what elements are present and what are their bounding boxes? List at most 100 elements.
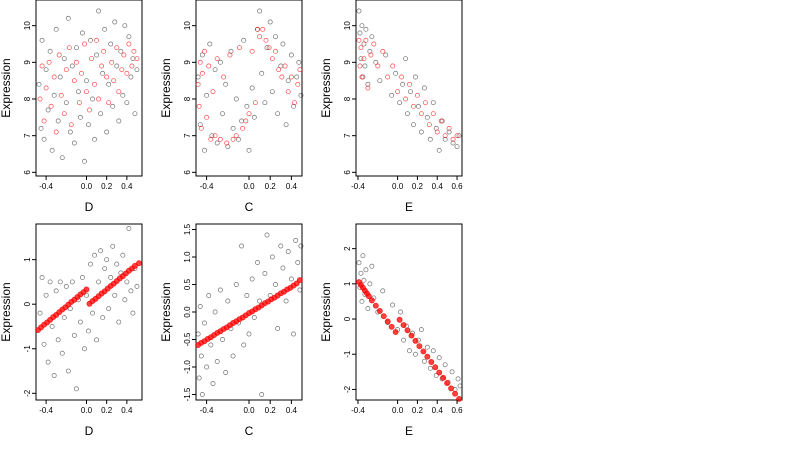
data-point (227, 52, 233, 58)
data-point (237, 45, 242, 51)
data-point (273, 48, 278, 54)
data-point (210, 89, 216, 95)
y-axis-label: Expression (159, 58, 173, 117)
data-point (273, 34, 278, 40)
y-tick-label: 10 (23, 21, 32, 30)
data-point (390, 302, 396, 308)
data-point (129, 63, 135, 69)
y-tick-label: 1.0 (183, 251, 192, 263)
x-tick-label: -0.4 (39, 182, 53, 191)
y-tick-label: -2 (343, 385, 352, 393)
x-axis-label: E (405, 424, 413, 438)
data-point (420, 348, 427, 355)
data-point (112, 292, 118, 298)
data-point (361, 41, 367, 47)
data-point (128, 288, 134, 294)
data-point (126, 34, 132, 40)
y-tick-label: -1 (23, 345, 32, 353)
data-point (45, 107, 51, 113)
data-point (249, 276, 255, 282)
data-point (280, 265, 286, 271)
data-point (385, 74, 391, 80)
x-tick-label: -0.4 (351, 182, 365, 191)
data-point (362, 63, 368, 69)
data-point (75, 89, 81, 95)
data-point (96, 96, 102, 102)
data-point (399, 74, 405, 80)
data-point (255, 26, 260, 32)
data-point (275, 326, 281, 331)
data-point (78, 70, 84, 76)
data-point (46, 59, 52, 65)
data-point (257, 8, 263, 14)
plot-panel-top-right: -0.4 0.0 0.2 0.4 0.6 6 7 8 9 10 E Expression (319, 0, 463, 214)
data-point (131, 48, 137, 54)
y-tick-label: 9 (183, 60, 192, 65)
data-point (223, 370, 229, 375)
data-point (384, 318, 391, 325)
data-point (292, 100, 298, 106)
data-point (376, 307, 383, 314)
data-point (90, 310, 95, 316)
data-point (110, 243, 116, 249)
x-tick-label: 0.4 (286, 406, 298, 415)
data-point (288, 276, 294, 282)
data-point (223, 81, 229, 87)
data-point (47, 279, 53, 285)
y-tick-label: 0 (343, 316, 352, 321)
data-point (408, 332, 415, 339)
data-point (41, 118, 47, 124)
data-point (295, 260, 301, 265)
y-tick-label: 7 (343, 133, 352, 138)
data-point (427, 365, 433, 371)
data-point (269, 89, 275, 95)
data-point (108, 275, 114, 280)
data-point (51, 92, 57, 98)
data-point (283, 298, 289, 304)
data-point (122, 297, 128, 303)
data-point (41, 136, 47, 142)
data-point (262, 100, 268, 106)
data-point (210, 381, 216, 386)
series-fitted (37, 37, 140, 135)
data-point (438, 118, 444, 124)
data-point (408, 89, 413, 95)
data-point (276, 67, 282, 73)
data-point (94, 37, 100, 43)
data-point (246, 147, 252, 153)
data-point (249, 85, 255, 91)
data-point (96, 279, 102, 285)
data-point (357, 63, 363, 69)
data-point (403, 56, 408, 62)
data-point (124, 70, 130, 76)
data-point (392, 329, 399, 336)
data-point (262, 271, 268, 276)
data-point (92, 136, 98, 142)
data-point (220, 111, 225, 117)
data-point (282, 63, 288, 69)
data-point (99, 63, 105, 69)
data-point (202, 320, 207, 326)
data-point (66, 45, 72, 51)
y-tick-label: 6 (23, 170, 32, 175)
y-tick-label: -1.5 (183, 387, 192, 401)
data-point (285, 78, 291, 84)
data-point (82, 346, 87, 352)
data-point (255, 260, 260, 265)
data-point (456, 133, 462, 139)
y-tick-label: 0 (23, 301, 32, 306)
data-point (90, 96, 95, 102)
data-point (94, 52, 100, 58)
data-point (73, 45, 79, 51)
y-axis-label: Expression (0, 282, 13, 341)
data-point (380, 313, 387, 320)
data-point (230, 125, 236, 131)
data-point (199, 70, 205, 76)
data-point (202, 147, 207, 153)
data-point (283, 122, 289, 128)
x-tick-label: 0.4 (286, 182, 298, 191)
data-point (411, 122, 416, 128)
data-point (71, 140, 77, 146)
data-point (259, 392, 265, 397)
data-point (373, 59, 379, 65)
